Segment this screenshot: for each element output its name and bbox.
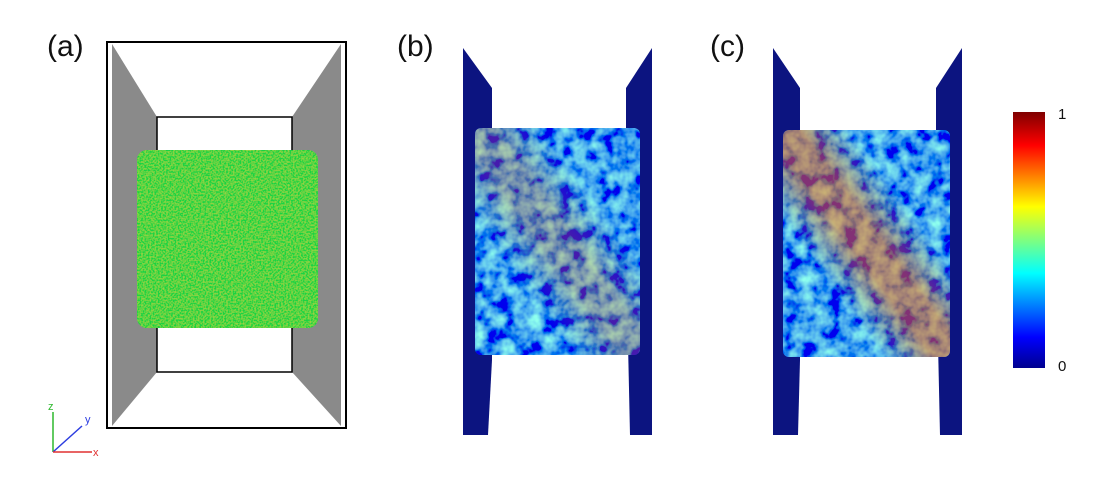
shear-band [475, 128, 640, 355]
panel-c: (c) [710, 30, 962, 435]
plate [628, 343, 652, 435]
panel-a: (a) [47, 30, 347, 429]
axis-triad: z y x [48, 401, 99, 459]
panel-label: (a) [47, 30, 84, 63]
sample-texture [137, 150, 318, 328]
wall [112, 44, 157, 426]
axis-label: z [48, 401, 54, 413]
colorbar: 1 0 [1013, 106, 1066, 375]
panel-b: (b) [397, 30, 652, 435]
y-axis [52, 425, 83, 453]
panel-label: (c) [710, 30, 745, 63]
plate [938, 343, 962, 435]
axis-label: y [85, 414, 91, 426]
colorbar-max: 1 [1058, 106, 1066, 123]
panel-label: (b) [397, 30, 434, 63]
colorbar-min: 0 [1058, 358, 1066, 375]
shear-band [783, 130, 950, 357]
axis-label: x [93, 447, 99, 459]
colorbar-gradient [1013, 112, 1045, 368]
